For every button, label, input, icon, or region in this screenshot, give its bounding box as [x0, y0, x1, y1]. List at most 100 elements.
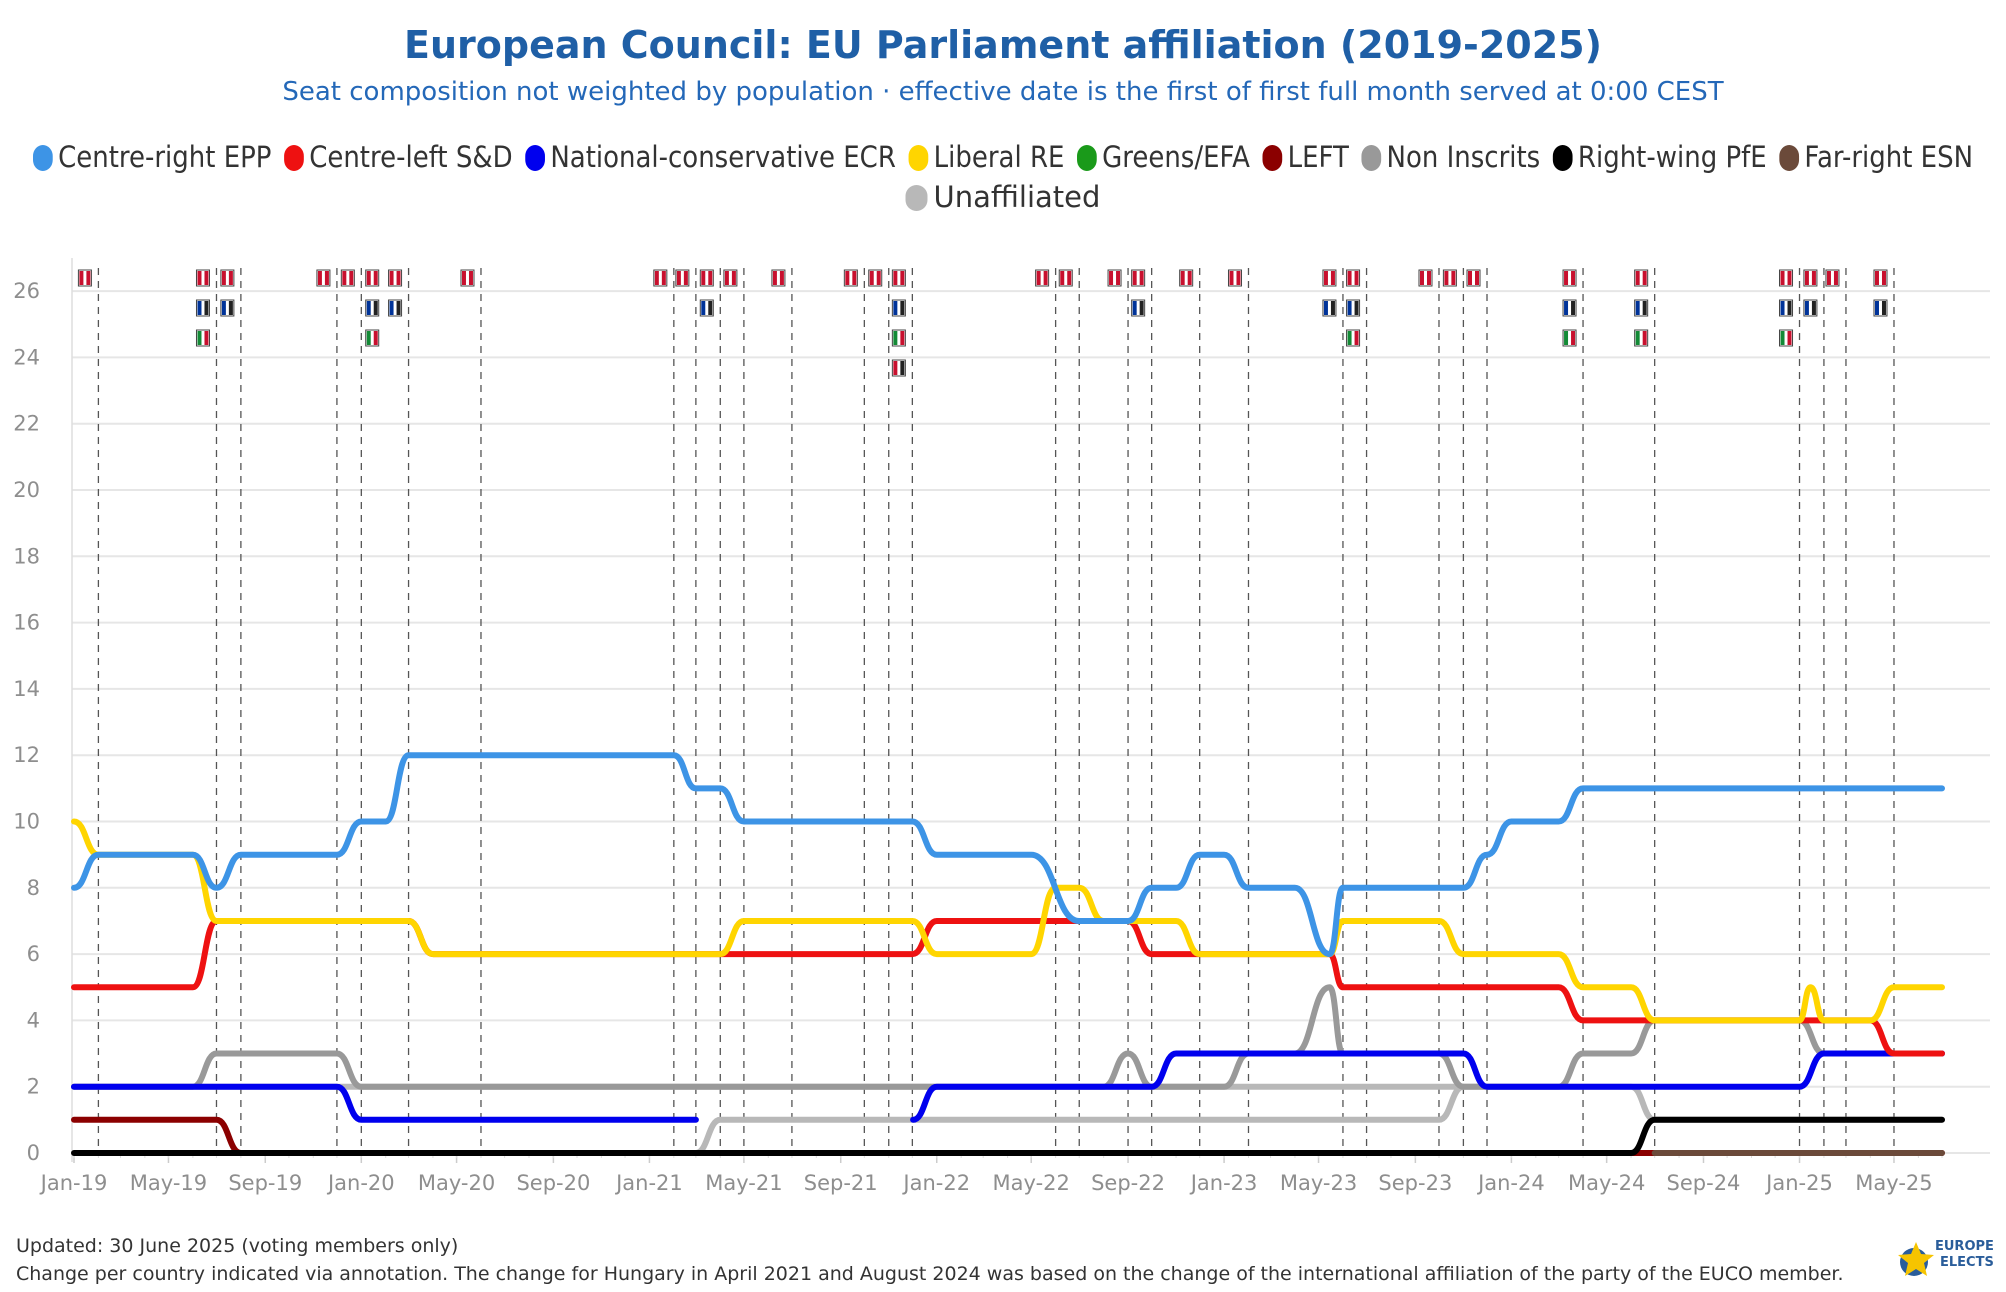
country-flag-icon — [699, 299, 714, 317]
country-flag-icon — [1058, 269, 1073, 287]
chart-title: European Council: EU Parliament affiliat… — [404, 23, 1602, 67]
legend-label: Right-wing PfE — [1578, 141, 1767, 175]
country-flag-icon — [1131, 299, 1146, 317]
legend-label: Greens/EFA — [1102, 141, 1250, 175]
y-tick-label: 6 — [27, 942, 40, 966]
x-tick-label: Jan-24 — [1476, 1171, 1545, 1195]
legend-swatch — [1262, 145, 1283, 171]
legend-swatch — [284, 145, 304, 171]
country-flag-icon — [1803, 299, 1818, 317]
legend-item: Liberal RE — [908, 141, 1065, 175]
y-tick-label: 8 — [27, 876, 40, 900]
series-line-left — [71, 1116, 1945, 1156]
series-line-centre-right-epp — [71, 752, 1945, 958]
country-flag-icon — [699, 269, 714, 287]
country-flag-icon — [316, 269, 331, 287]
y-tick-label: 2 — [27, 1075, 40, 1099]
country-flag-icon — [1825, 269, 1840, 287]
legend-swatch — [1361, 145, 1382, 171]
country-flag-icon — [653, 269, 668, 287]
country-flag-icon — [1779, 299, 1794, 317]
country-flag-icon — [1442, 269, 1457, 287]
country-flag-icon — [1035, 269, 1050, 287]
legend-label: Liberal RE — [934, 141, 1065, 175]
x-tick-label: Sep-19 — [228, 1171, 302, 1195]
chart-subtitle: Seat composition not weighted by populat… — [282, 77, 1723, 107]
country-flag-icon — [843, 269, 858, 287]
series-line-non-inscrits — [71, 984, 1945, 1090]
legend-item: Greens/EFA — [1077, 141, 1250, 175]
country-flag-icon — [1346, 329, 1361, 347]
legend-label: LEFT — [1288, 141, 1349, 175]
legend-item: LEFT — [1262, 141, 1349, 175]
legend-swatch — [33, 145, 53, 171]
country-flag-icon — [891, 299, 906, 317]
country-flag-icon — [1322, 269, 1337, 287]
legend-label: Non Inscrits — [1387, 141, 1541, 175]
x-tick-label: May-20 — [418, 1171, 495, 1195]
y-tick-label: 26 — [13, 279, 40, 303]
x-tick-label: May-24 — [1568, 1171, 1645, 1195]
y-tick-label: 10 — [13, 810, 40, 834]
legend-item: Unaffiliated — [905, 180, 1100, 214]
country-flag-icon — [1322, 299, 1337, 317]
country-flag-icon — [1562, 269, 1577, 287]
x-tick-label: Jan-20 — [326, 1171, 395, 1195]
country-flag-icon — [1562, 299, 1577, 317]
country-flag-icon — [195, 299, 210, 317]
x-tick-label: Jan-25 — [1764, 1171, 1833, 1195]
x-tick-label: May-23 — [1280, 1171, 1357, 1195]
logo-text-line1: EUROPE — [1935, 1239, 1994, 1254]
country-flag-icon — [195, 329, 210, 347]
legend-item: Non Inscrits — [1361, 141, 1541, 175]
x-tick-label: Jan-19 — [39, 1171, 108, 1195]
y-tick-label: 16 — [13, 611, 40, 635]
country-flag-icon — [388, 269, 403, 287]
country-flag-icon — [723, 269, 738, 287]
legend-item: Centre-left S&D — [284, 141, 513, 174]
legend-swatch — [1552, 145, 1573, 171]
country-flag-icon — [365, 269, 380, 287]
europe-elects-logo: EUROPE ELECTS — [1898, 1239, 1994, 1276]
legend-swatch — [1779, 145, 1800, 171]
legend: Centre-right EPP Centre-left S&D National-… — [33, 141, 1973, 214]
country-flag-icon — [220, 269, 235, 287]
country-flag-icon — [1131, 269, 1146, 287]
legend-swatch — [525, 145, 545, 171]
logo-text-line2: ELECTS — [1940, 1255, 1994, 1270]
country-flag-icon — [1466, 269, 1481, 287]
series-line-right-wing-pfe — [71, 1116, 1945, 1156]
legend-item: National-conservative ECR — [525, 141, 896, 174]
country-flag-icon — [1634, 329, 1649, 347]
country-flag-icon — [675, 269, 690, 287]
x-tick-label: May-19 — [130, 1171, 207, 1195]
y-tick-label: 18 — [13, 544, 40, 568]
legend-swatch — [1077, 145, 1097, 171]
y-tick-label: 0 — [27, 1141, 40, 1165]
country-flag-icon — [77, 269, 92, 287]
y-tick-label: 12 — [13, 743, 40, 767]
country-flag-icon — [1634, 269, 1649, 287]
legend-swatch — [908, 145, 929, 171]
country-flag-icon — [1346, 299, 1361, 317]
x-tick-label: May-25 — [1855, 1171, 1932, 1195]
series-line-centre-left-s-d — [71, 918, 1945, 1057]
country-flag-icon — [1346, 269, 1361, 287]
country-flag-icon — [1873, 299, 1888, 317]
country-flag-icon — [1803, 269, 1818, 287]
country-flag-icon — [1179, 269, 1194, 287]
legend-item: Centre-right EPP — [33, 141, 271, 174]
series-line-liberal-re — [71, 818, 1945, 1024]
country-flag-icon — [460, 269, 475, 287]
country-flag-icon — [195, 269, 210, 287]
country-flag-icon — [771, 269, 786, 287]
country-flag-icon — [220, 299, 235, 317]
x-tick-label: Jan-23 — [1189, 1171, 1258, 1195]
legend-item: Right-wing PfE — [1552, 141, 1767, 175]
country-flag-icon — [891, 359, 906, 377]
x-tick-label: Sep-20 — [516, 1171, 590, 1195]
country-flag-icon — [1873, 269, 1888, 287]
footer-note: Change per country indicated via annotat… — [16, 1263, 1844, 1285]
